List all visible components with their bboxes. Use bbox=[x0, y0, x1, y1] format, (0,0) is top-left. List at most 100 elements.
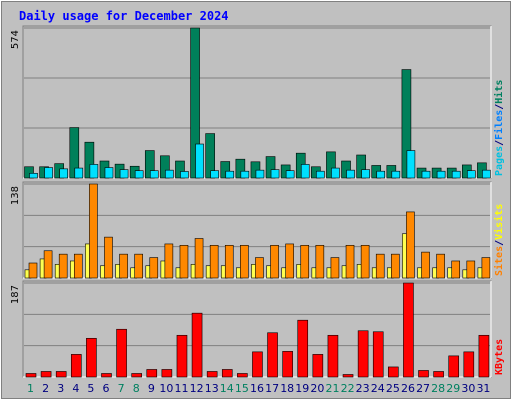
x-tick-label: 1 bbox=[27, 382, 34, 395]
bar-sites bbox=[315, 245, 325, 279]
bar-kbytes bbox=[448, 355, 460, 378]
bar-sites bbox=[255, 257, 264, 279]
x-tick-label: 25 bbox=[386, 382, 400, 395]
x-tick-label: 6 bbox=[103, 382, 110, 395]
x-tick-label: 29 bbox=[446, 382, 460, 395]
bar-sites bbox=[43, 250, 53, 279]
bar-sites bbox=[406, 211, 415, 279]
bar-sites bbox=[240, 245, 249, 279]
bar-sites bbox=[451, 260, 461, 279]
bar-files bbox=[180, 171, 189, 179]
bar-files bbox=[240, 170, 250, 179]
x-tick-label: 24 bbox=[371, 382, 385, 395]
bar-kbytes bbox=[297, 319, 309, 378]
bar-kbytes bbox=[206, 371, 218, 378]
bar-sites bbox=[58, 253, 68, 279]
bar-hits bbox=[190, 27, 200, 179]
bar-sites bbox=[149, 257, 159, 279]
bar-sites bbox=[270, 245, 279, 279]
bar-hits bbox=[144, 150, 155, 179]
x-tick-label: 5 bbox=[87, 382, 94, 395]
bar-files bbox=[225, 170, 235, 179]
bar-files bbox=[451, 170, 461, 179]
x-tick-label: 17 bbox=[265, 382, 279, 395]
bar-files bbox=[331, 167, 340, 179]
x-tick-label: 10 bbox=[159, 382, 173, 395]
bar-sites bbox=[209, 245, 219, 279]
bar-kbytes bbox=[86, 337, 97, 378]
panel-max-label: 138 bbox=[10, 186, 21, 205]
bar-files bbox=[482, 169, 491, 179]
legend-kbytes: KBytes bbox=[494, 339, 505, 375]
bar-sites bbox=[330, 257, 340, 279]
panel-legend: Pages/Files/Hits bbox=[493, 80, 505, 176]
x-tick-label: 3 bbox=[57, 382, 64, 395]
x-tick-label: 30 bbox=[461, 382, 475, 395]
bar-files bbox=[406, 150, 416, 179]
bar-sites bbox=[179, 245, 189, 279]
bar-files bbox=[436, 170, 446, 179]
x-tick-label: 27 bbox=[416, 382, 430, 395]
bar-hits bbox=[175, 160, 185, 179]
bar-hits bbox=[401, 69, 412, 179]
bar-sites bbox=[421, 251, 430, 279]
bar-sites bbox=[345, 245, 355, 279]
x-tick-label: 16 bbox=[250, 382, 264, 395]
bar-sites bbox=[436, 253, 445, 279]
bar-sites bbox=[300, 245, 310, 279]
x-tick-label: 26 bbox=[401, 382, 415, 395]
bar-kbytes bbox=[388, 366, 399, 378]
bar-hits bbox=[356, 154, 366, 179]
panel-legend: Sites/Visits bbox=[493, 204, 505, 276]
bar-kbytes bbox=[25, 373, 37, 378]
bar-hits bbox=[341, 160, 351, 179]
bar-sites bbox=[89, 183, 98, 279]
x-tick-label: 19 bbox=[295, 382, 309, 395]
bar-sites bbox=[73, 253, 83, 279]
bar-kbytes bbox=[55, 371, 67, 378]
bar-kbytes bbox=[237, 373, 248, 378]
bar-hits bbox=[220, 161, 231, 179]
bar-kbytes bbox=[101, 373, 112, 378]
bar-files bbox=[59, 168, 68, 179]
legend-: / bbox=[494, 240, 505, 246]
bar-files bbox=[210, 170, 219, 179]
x-tick-label: 4 bbox=[72, 382, 79, 395]
bar-files bbox=[104, 167, 114, 179]
x-tick-label: 22 bbox=[341, 382, 355, 395]
bar-sites bbox=[119, 253, 128, 279]
bar-kbytes bbox=[418, 370, 429, 378]
bar-hits bbox=[69, 127, 80, 179]
bar-kbytes bbox=[116, 328, 127, 378]
bar-files bbox=[165, 169, 174, 179]
bar-sites bbox=[360, 245, 370, 279]
legend-: / bbox=[494, 104, 505, 110]
bar-kbytes bbox=[221, 369, 233, 378]
bar-kbytes bbox=[357, 330, 369, 378]
bar-hits bbox=[84, 141, 95, 179]
chart-title: Daily usage for December 2024 bbox=[19, 9, 229, 23]
panel-kbytes: 187 KBytes bbox=[10, 280, 505, 378]
bar-kbytes bbox=[433, 371, 444, 378]
x-tick-label: 9 bbox=[148, 382, 155, 395]
bar-kbytes bbox=[161, 369, 173, 378]
bar-kbytes bbox=[252, 351, 263, 378]
panel-legend: KBytes bbox=[494, 339, 505, 375]
x-tick-label: 15 bbox=[235, 382, 249, 395]
bar-kbytes bbox=[70, 354, 82, 378]
bar-hits bbox=[160, 155, 170, 179]
bar-files bbox=[44, 167, 53, 179]
legend-sites: Sites bbox=[493, 246, 505, 276]
bar-kbytes bbox=[282, 351, 293, 378]
bar-sites bbox=[224, 245, 234, 279]
bar-files bbox=[89, 164, 99, 179]
x-tick-label: 2 bbox=[42, 382, 49, 395]
bar-kbytes bbox=[342, 374, 354, 378]
bar-kbytes bbox=[403, 282, 414, 378]
bar-files bbox=[134, 170, 144, 179]
